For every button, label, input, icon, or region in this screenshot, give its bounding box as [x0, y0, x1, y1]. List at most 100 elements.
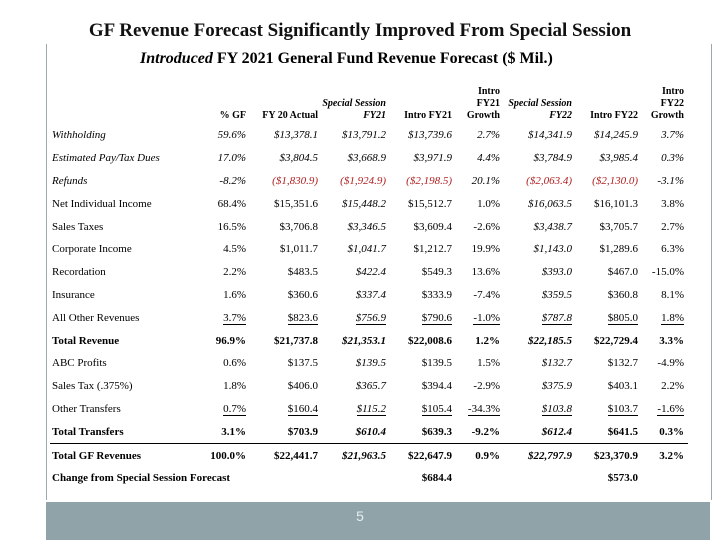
cell-text: 3.1% — [221, 425, 246, 438]
table-row: Insurance 1.6% $360.6 $337.4 $333.9 -7.4% $359… — [50, 284, 688, 307]
cell-text: 1.5% — [477, 357, 500, 370]
cell-text: $13,378.1 — [274, 129, 318, 142]
cell-text: -8.2% — [219, 174, 246, 187]
table-cell: 1.8% — [642, 306, 688, 329]
cell-text: Recordation — [52, 266, 106, 279]
cell-text: -9.2% — [471, 425, 500, 438]
cell-text: $360.6 — [287, 288, 318, 301]
row-label: Net Individual Income — [50, 192, 200, 215]
slide-frame — [46, 44, 712, 500]
cell-text: Estimated Pay/Tax Dues — [52, 152, 160, 165]
cell-text: $3,668.9 — [347, 152, 387, 165]
cell-text: $403.1 — [607, 380, 638, 393]
cell-text: Insurance — [52, 288, 95, 301]
table-cell: 1.8% — [200, 375, 250, 398]
column-header: Intro FY22 Growth — [650, 86, 684, 121]
table-cell: 2.2% — [642, 375, 688, 398]
table-cell: $3,971.9 — [390, 147, 456, 170]
cell-text: 1.6% — [223, 288, 246, 301]
cell-text: $467.0 — [607, 266, 638, 279]
cell-text: 1.2% — [475, 334, 500, 347]
cell-text: $132.7 — [607, 357, 638, 370]
table-cell: $132.7 — [504, 352, 576, 375]
table-cell: 6.3% — [642, 238, 688, 261]
table-cell: $467.0 — [576, 261, 642, 284]
table-cell: 4.4% — [456, 147, 504, 170]
table-cell: $1,212.7 — [390, 238, 456, 261]
table-cell: $610.4 — [322, 420, 390, 443]
table-cell: $14,341.9 — [504, 124, 576, 147]
table-cell: $14,245.9 — [576, 124, 642, 147]
table-cell: $3,985.4 — [576, 147, 642, 170]
row-label: Insurance — [50, 284, 200, 307]
table-cell: $21,353.1 — [322, 329, 390, 352]
table-cell: $790.6 — [390, 306, 456, 329]
cell-text: $790.6 — [421, 311, 452, 325]
table-cell: 2.7% — [456, 124, 504, 147]
cell-text: 0.7% — [223, 402, 246, 416]
table-cell: $406.0 — [250, 375, 322, 398]
cell-text: 4.5% — [223, 243, 246, 256]
table-cell: -2.6% — [456, 215, 504, 238]
column-header — [50, 80, 200, 124]
cell-text: -1.6% — [657, 402, 684, 416]
cell-text: 2.2% — [223, 266, 246, 279]
cell-text: $3,985.4 — [599, 152, 639, 165]
table-cell: $3,668.9 — [322, 147, 390, 170]
slide-title: GF Revenue Forecast Significantly Improv… — [88, 20, 632, 41]
table-cell: $337.4 — [322, 284, 390, 307]
cell-text: $823.6 — [287, 311, 318, 325]
cell-text: $337.4 — [355, 288, 386, 301]
cell-text: 1.8% — [661, 311, 684, 325]
cell-text: -7.4% — [473, 288, 500, 301]
table-row: Total GF Revenues 100.0% $22,441.7 $21,963.… — [50, 443, 688, 467]
table-cell: $422.4 — [322, 261, 390, 284]
table-cell: -2.9% — [456, 375, 504, 398]
column-header: Intro FY22 — [590, 110, 638, 121]
cell-text: $22,729.4 — [594, 334, 638, 347]
table-cell: $333.9 — [390, 284, 456, 307]
cell-text: $639.3 — [421, 425, 452, 438]
cell-text: $333.9 — [421, 288, 452, 301]
table-cell: 1.6% — [200, 284, 250, 307]
cell-text: 0.9% — [475, 449, 500, 462]
table-cell: 3.7% — [642, 124, 688, 147]
row-label: Total Revenue — [50, 329, 200, 352]
table-row: Refunds -8.2% ($1,830.9) ($1,924.9) ($2,198.… — [50, 170, 688, 193]
cell-text: $22,441.7 — [274, 449, 318, 462]
table-header-row: % GF FY 20 Actual Special Session FY21 Intr… — [50, 80, 688, 124]
table-cell: 1.2% — [456, 329, 504, 352]
cell-text: $610.4 — [355, 425, 386, 438]
cell-text: Withholding — [52, 129, 106, 142]
table-cell: $1,011.7 — [250, 238, 322, 261]
row-label: Corporate Income — [50, 238, 200, 261]
table-cell: $549.3 — [390, 261, 456, 284]
table-title-intro: Introduced — [140, 50, 213, 67]
cell-text: $684.4 — [421, 472, 452, 485]
table-cell: $393.0 — [504, 261, 576, 284]
table-cell: $22,441.7 — [250, 443, 322, 467]
cell-text: $365.7 — [355, 380, 386, 393]
table-cell: 1.5% — [456, 352, 504, 375]
table-cell: $105.4 — [390, 398, 456, 421]
table-cell: $403.1 — [576, 375, 642, 398]
cell-text: -34.3% — [467, 402, 500, 416]
cell-text: $3,346.5 — [347, 220, 387, 233]
cell-text: $160.4 — [287, 402, 318, 416]
cell-text: $375.9 — [541, 380, 572, 393]
table-cell: 3.1% — [200, 420, 250, 443]
column-header: % GF — [219, 110, 246, 121]
cell-text: $14,245.9 — [594, 129, 638, 142]
table-row: Estimated Pay/Tax Dues 17.0% $3,804.5 $3,66… — [50, 147, 688, 170]
table-cell: $139.5 — [322, 352, 390, 375]
cell-text: -3.1% — [657, 174, 684, 187]
table-cell: $13,791.2 — [322, 124, 390, 147]
cell-text: 2.7% — [477, 129, 500, 142]
row-label: Total Transfers — [50, 420, 200, 443]
table-cell: 1.0% — [456, 192, 504, 215]
table-cell: $21,737.8 — [250, 329, 322, 352]
table-cell: -34.3% — [456, 398, 504, 421]
table-cell: $3,346.5 — [322, 215, 390, 238]
table-row: Total Revenue 96.9% $21,737.8 $21,353.1 $22,… — [50, 329, 688, 352]
cell-text: 16.5% — [217, 220, 246, 233]
